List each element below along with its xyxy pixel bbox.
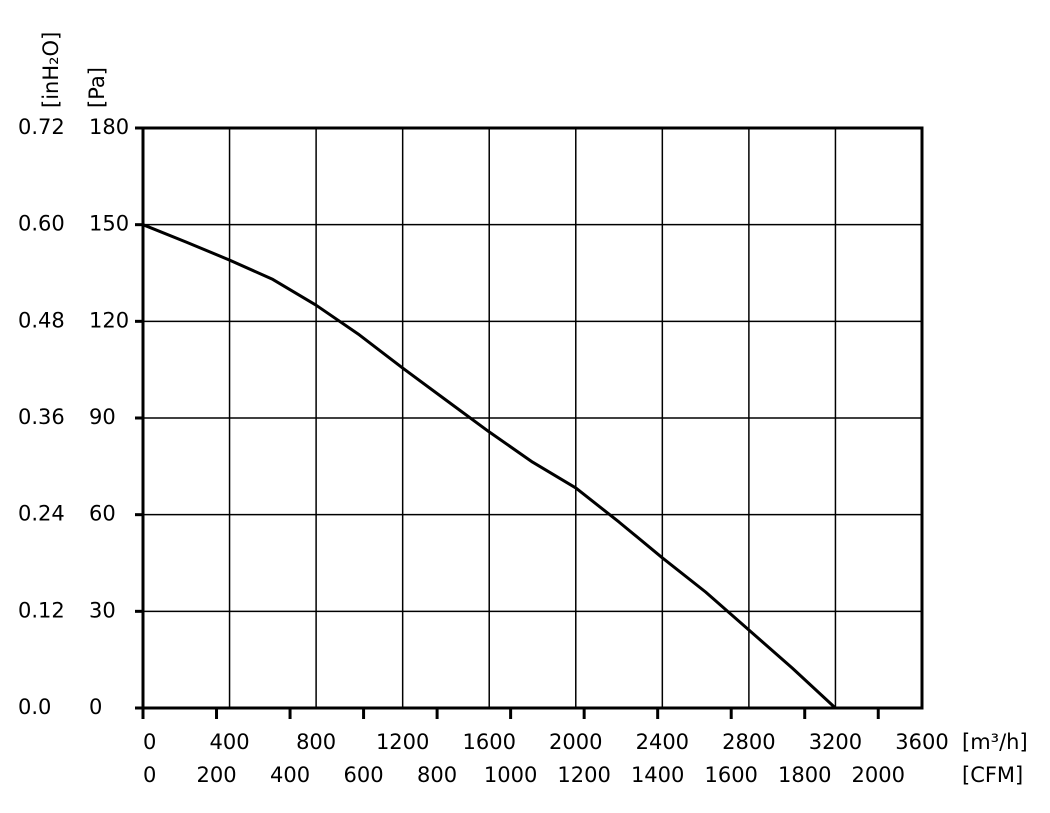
plot-frame [141,126,924,710]
x2-tick-label: 1200 [557,763,610,787]
y-tick-label: 30 [89,598,116,622]
x2-tick-label: 800 [417,763,457,787]
y2-axis-label: [inH₂O] [39,32,63,108]
x-tick-label: 2800 [722,730,775,754]
y2-tick-label: 0.12 [18,598,65,622]
x2-tick-label: 1000 [484,763,537,787]
x-tick-label: 2400 [636,730,689,754]
x2-tick-label: 1800 [778,763,831,787]
x-tick-label: 3600 [895,730,948,754]
y2-tick-label: 0.0 [18,695,51,719]
x-tick-label: 1600 [462,730,515,754]
y2-tick-label: 0.60 [18,212,65,236]
curve [142,223,837,710]
y2-tick-label: 0.36 [18,405,65,429]
x-tick-label: 400 [210,730,250,754]
y-tick-label: 180 [89,115,129,139]
x2-tick-label: 600 [344,763,384,787]
y2-tick-label: 0.24 [18,502,65,526]
x2-tick-label: 0 [143,763,156,787]
x2-axis-label: [CFM] [962,763,1023,787]
x2-tick-label: 1400 [631,763,684,787]
y2-tick-label: 0.72 [18,115,65,139]
x-tick-label: 2000 [549,730,602,754]
y-tick-label: 90 [89,405,116,429]
x2-tick-label: 2000 [852,763,905,787]
x-tick-label: 0 [143,730,156,754]
y-tick-label: 0 [89,695,102,719]
x-tick-label: 1200 [376,730,429,754]
x-tick-label: 800 [296,730,336,754]
y-tick-label: 60 [89,502,116,526]
y-tick-label: 120 [89,308,129,332]
x2-tick-label: 200 [196,763,236,787]
x2-tick-label: 400 [270,763,310,787]
y2-tick-label: 0.48 [18,308,65,332]
y-axis-label: [Pa] [85,67,109,108]
x-axis-label: [m³/h] [962,730,1028,754]
x2-tick-label: 1600 [704,763,757,787]
x-tick-label: 3200 [809,730,862,754]
y-tick-label: 150 [89,212,129,236]
